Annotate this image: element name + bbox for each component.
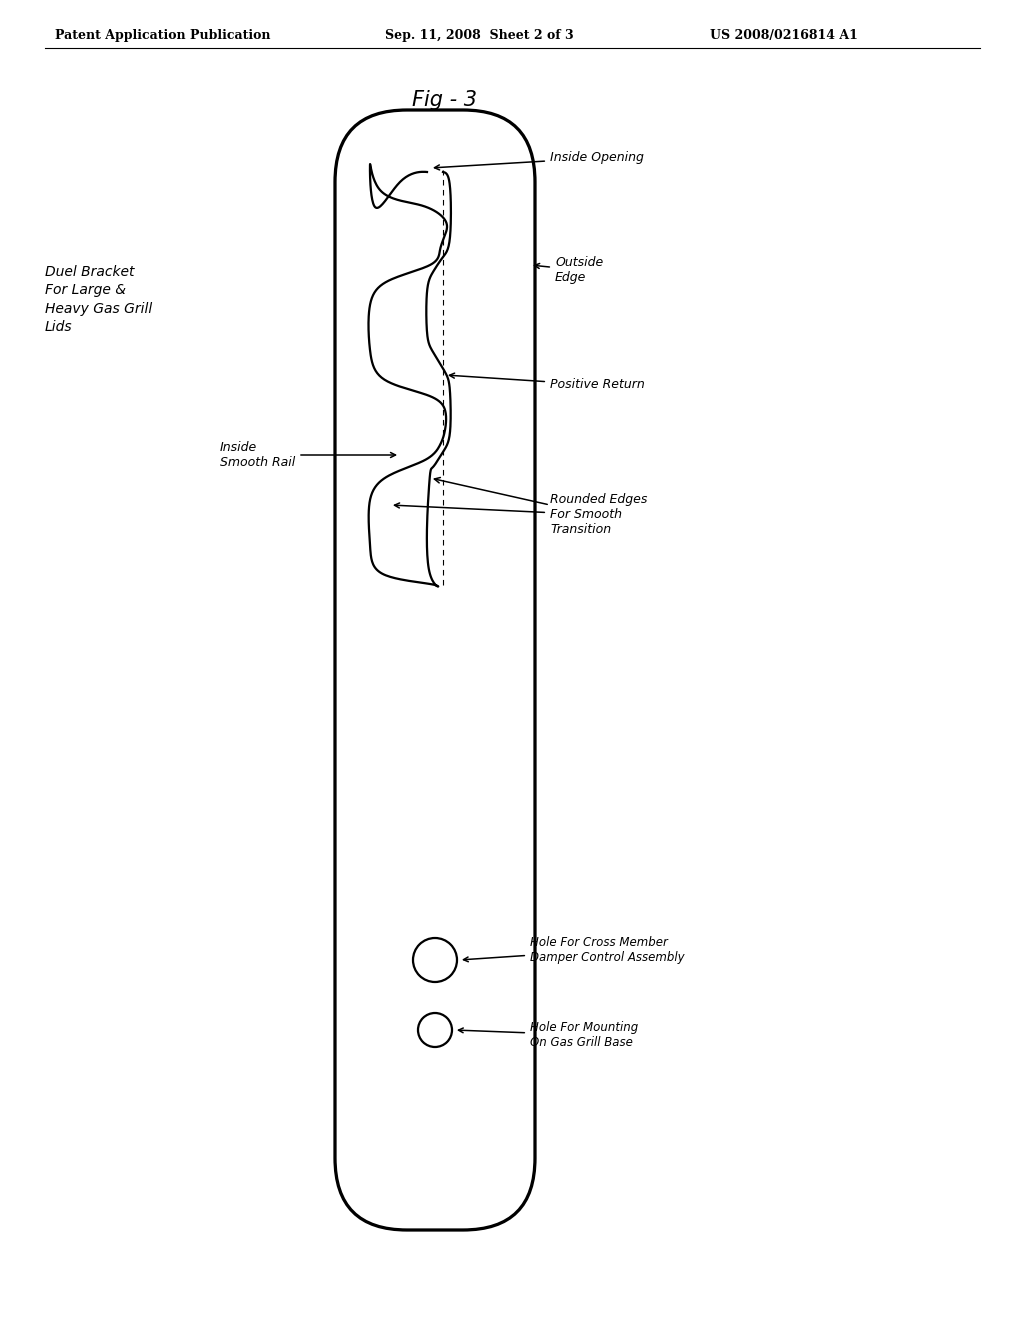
Text: US 2008/0216814 A1: US 2008/0216814 A1 (710, 29, 858, 41)
Text: Rounded Edges
For Smooth
Transition: Rounded Edges For Smooth Transition (394, 494, 647, 536)
Text: Hole For Mounting
On Gas Grill Base: Hole For Mounting On Gas Grill Base (459, 1020, 638, 1049)
Text: Duel Bracket
For Large &
Heavy Gas Grill
Lids: Duel Bracket For Large & Heavy Gas Grill… (45, 265, 153, 334)
Text: Outside
Edge: Outside Edge (535, 256, 603, 284)
Text: Positive Return: Positive Return (450, 374, 645, 392)
Text: Patent Application Publication: Patent Application Publication (55, 29, 270, 41)
Text: Inside
Smooth Rail: Inside Smooth Rail (220, 441, 395, 469)
FancyBboxPatch shape (335, 110, 535, 1230)
Polygon shape (369, 164, 451, 586)
Text: Fig - 3: Fig - 3 (413, 90, 477, 110)
Text: Inside Opening: Inside Opening (434, 152, 644, 170)
Text: Sep. 11, 2008  Sheet 2 of 3: Sep. 11, 2008 Sheet 2 of 3 (385, 29, 573, 41)
Text: Hole For Cross Member
Damper Control Assembly: Hole For Cross Member Damper Control Ass… (464, 936, 685, 964)
